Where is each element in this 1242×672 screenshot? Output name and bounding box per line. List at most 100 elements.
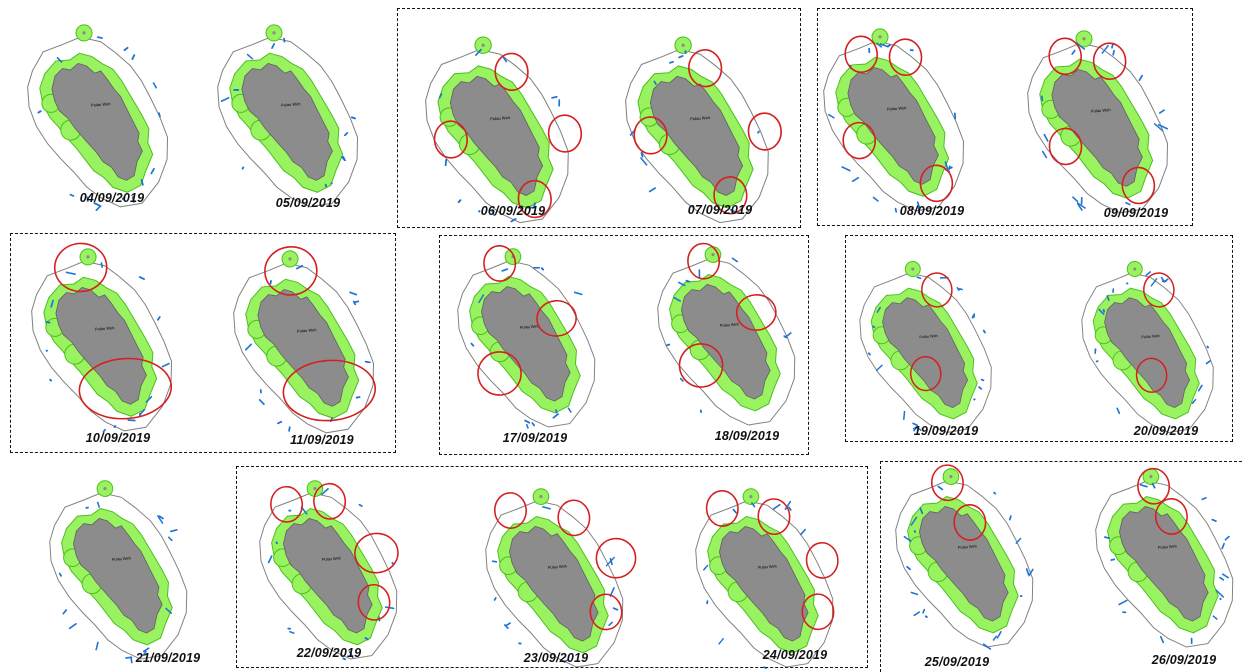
- vessel-track-point: [354, 117, 356, 120]
- island: [257, 288, 349, 407]
- date-label: 23/09/2019: [523, 651, 589, 665]
- highlight-circle: [909, 355, 942, 392]
- vessel-track-point: [918, 205, 920, 208]
- island-name: Pulau Weh: [919, 334, 938, 339]
- highlight-circle: [633, 116, 668, 155]
- vessel-track-point: [1080, 196, 1083, 199]
- island-name: Pulau Weh: [887, 105, 907, 111]
- vessel-track-point: [788, 506, 790, 509]
- islet: [272, 31, 276, 35]
- island-map: Pulau Weh: [233, 246, 377, 434]
- island-map: Pulau Weh: [895, 464, 1034, 650]
- vessel-track-point: [751, 502, 753, 504]
- island-name: Pulau Weh: [1141, 334, 1160, 339]
- vessel-track-point: [127, 419, 130, 421]
- vessel-track-point: [873, 326, 876, 329]
- island-name: Pulau Weh: [758, 563, 777, 569]
- date-label: 22/09/2019: [296, 646, 362, 660]
- group-frame-22-24: [236, 466, 868, 668]
- date-label: 11/09/2019: [290, 433, 354, 447]
- island-name: Pulau Weh: [1158, 543, 1177, 549]
- highlight-circle: [921, 272, 953, 308]
- vessel-track-point: [607, 562, 610, 565]
- vessel-track-point: [1040, 95, 1043, 98]
- vessel-track-point: [165, 607, 168, 610]
- vessel-track-point: [876, 42, 879, 45]
- vessel-track-point: [613, 556, 615, 559]
- vessel-track-point: [609, 557, 612, 560]
- vessel-track-point: [97, 641, 99, 644]
- highlight-circle: [1048, 127, 1083, 166]
- island-name: Pulau Weh: [548, 563, 567, 569]
- vessel-track-point: [881, 364, 883, 367]
- vessel-track-point: [478, 210, 481, 213]
- vessel-track-point: [789, 332, 792, 334]
- island-map: Pulau Weh: [1095, 467, 1234, 648]
- vessel-track-point: [275, 541, 278, 544]
- vessel-track-point: [491, 560, 494, 563]
- vessel-track-point: [1096, 360, 1099, 362]
- islet: [313, 487, 317, 491]
- vessel-track-point: [532, 206, 535, 209]
- island-name: Pulau Weh: [520, 323, 539, 329]
- highlight-circle: [357, 583, 391, 621]
- islet: [681, 43, 685, 47]
- vessel-track-point: [58, 572, 61, 575]
- vessel-track-point: [608, 561, 611, 563]
- vessel-track-point: [1015, 542, 1018, 544]
- island-map: Pulau Weh: [657, 242, 796, 426]
- vessel-track-point: [167, 362, 170, 365]
- vessel-track-point: [1166, 127, 1169, 130]
- vessel-track-point: [288, 429, 290, 432]
- vessel-track-point: [872, 196, 875, 199]
- vessel-track-point: [1101, 52, 1104, 54]
- vessel-track-point: [354, 303, 357, 306]
- date-label: 19/09/2019: [913, 424, 979, 438]
- vessel-track-point: [246, 53, 249, 56]
- vessel-track-point: [1125, 599, 1128, 602]
- vessel-track-point: [719, 641, 722, 644]
- highlight-circle: [1092, 42, 1127, 80]
- vessel-track-point: [114, 425, 117, 427]
- island: [847, 66, 939, 185]
- vessel-track-point: [606, 563, 609, 566]
- vessel-track-point: [132, 201, 135, 203]
- vessel-track-point: [913, 429, 915, 432]
- vessel-track-point: [640, 157, 642, 160]
- date-label: 21/09/2019: [135, 651, 201, 665]
- vessel-track-point: [1191, 402, 1194, 404]
- islet: [539, 495, 543, 499]
- vessel-track-point: [258, 399, 261, 401]
- island-map: Pulau Weh: [217, 24, 359, 208]
- vessel-track-point: [49, 378, 52, 381]
- date-label: 06/09/2019: [480, 204, 546, 218]
- highlight-circle: [687, 242, 721, 280]
- vessel-track-point: [505, 60, 508, 63]
- highlight-circle: [953, 504, 987, 541]
- vessel-track-point: [937, 485, 940, 488]
- vessel-track-point: [158, 316, 161, 318]
- island: [649, 75, 744, 197]
- highlight-circle: [517, 179, 552, 219]
- vessel-track-point: [493, 599, 496, 601]
- vessel-track-point: [1076, 202, 1079, 204]
- vessel-track-point: [917, 211, 920, 214]
- vessel-track-point: [828, 113, 830, 116]
- vessel-track-point: [1228, 535, 1230, 538]
- vessel-track-point: [65, 271, 68, 274]
- islet: [288, 257, 292, 261]
- island-map: Pulau Weh: [1081, 261, 1214, 433]
- vessel-track-point: [616, 608, 619, 611]
- island: [1119, 506, 1209, 622]
- vessel-track-point: [868, 51, 871, 54]
- date-label: 18/09/2019: [714, 429, 780, 443]
- vessel-track-point: [1163, 109, 1165, 112]
- vessel-track-point: [912, 422, 914, 425]
- vessel-track-point: [96, 36, 99, 39]
- vessel-track-point: [364, 637, 367, 639]
- vessel-track-point: [1031, 568, 1034, 571]
- island: [681, 284, 771, 400]
- vessel-track-point: [1080, 209, 1083, 211]
- vessel-track-point: [158, 112, 160, 115]
- vessel-track-point: [757, 130, 760, 133]
